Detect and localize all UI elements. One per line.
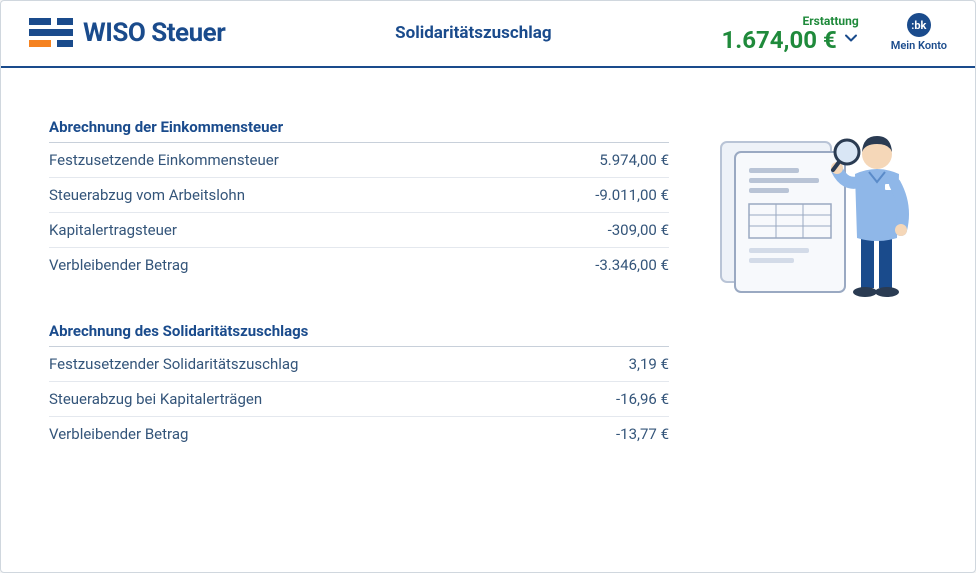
account-avatar-icon: :bk — [907, 13, 931, 37]
section-solidarity: Abrechnung des Solidaritätszuschlags Fes… — [49, 322, 669, 451]
row-label: Verbleibender Betrag — [49, 425, 188, 443]
row-label: Festzusetzende Einkommensteuer — [49, 151, 279, 169]
brand-name: WISO Steuer — [83, 18, 225, 48]
content-area: Abrechnung der Einkommensteuer Festzuset… — [1, 68, 975, 572]
row-label: Steuerabzug bei Kapitalerträgen — [49, 390, 262, 408]
calculation-tables: Abrechnung der Einkommensteuer Festzuset… — [49, 118, 669, 552]
row-value: 5.974,00 € — [599, 151, 669, 169]
app-window: WISO Steuer Solidaritätszuschlag Erstatt… — [0, 0, 976, 573]
row-value: 3,19 € — [629, 355, 669, 373]
refund-summary: Erstattung 1.674,00 € — [722, 14, 859, 52]
row-value: -3.346,00 € — [595, 256, 669, 274]
section-income-tax: Abrechnung der Einkommensteuer Festzuset… — [49, 118, 669, 282]
row-label: Festzusetzender Solidaritätszuschlag — [49, 355, 298, 373]
account-label: Mein Konto — [891, 39, 947, 52]
inspector-illustration-icon — [713, 118, 923, 298]
row-label: Verbleibender Betrag — [49, 256, 188, 274]
chevron-down-icon[interactable] — [843, 30, 859, 50]
row-value: -16,96 € — [616, 390, 669, 408]
row-label: Kapitalertragsteuer — [49, 221, 177, 239]
table-row: Steuerabzug bei Kapitalerträgen -16,96 € — [49, 382, 669, 417]
table-row: Steuerabzug vom Arbeitslohn -9.011,00 € — [49, 178, 669, 213]
brand-logo-icon — [29, 16, 73, 50]
table-row: Festzusetzender Solidaritätszuschlag 3,1… — [49, 347, 669, 382]
account-menu[interactable]: :bk Mein Konto — [891, 13, 947, 52]
row-value: -13,77 € — [616, 425, 669, 443]
section-title: Abrechnung des Solidaritätszuschlags — [49, 322, 669, 347]
brand-logo[interactable]: WISO Steuer — [29, 16, 225, 50]
table-row: Verbleibender Betrag -3.346,00 € — [49, 248, 669, 282]
row-label: Steuerabzug vom Arbeitslohn — [49, 186, 245, 204]
refund-amount-row[interactable]: 1.674,00 € — [722, 28, 859, 52]
row-value: -309,00 € — [608, 221, 669, 239]
table-row: Kapitalertragsteuer -309,00 € — [49, 213, 669, 248]
table-row: Festzusetzende Einkommensteuer 5.974,00 … — [49, 143, 669, 178]
table-row: Verbleibender Betrag -13,77 € — [49, 417, 669, 451]
header: WISO Steuer Solidaritätszuschlag Erstatt… — [1, 1, 975, 68]
refund-amount: 1.674,00 € — [722, 28, 837, 52]
page-title: Solidaritätszuschlag — [241, 23, 705, 43]
row-value: -9.011,00 € — [595, 186, 669, 204]
section-title: Abrechnung der Einkommensteuer — [49, 118, 669, 143]
illustration — [689, 118, 947, 552]
